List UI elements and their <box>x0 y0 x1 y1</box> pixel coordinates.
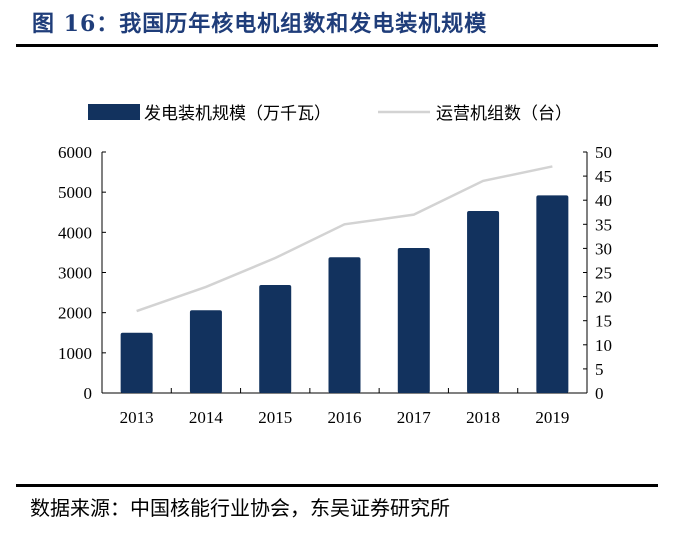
footer-rule <box>16 484 658 487</box>
right-tick-label: 15 <box>595 312 612 331</box>
left-tick-label: 5000 <box>58 183 92 202</box>
figure-title: 图 16：我国历年核电机组数和发电装机规模 <box>32 11 488 37</box>
bar-2019 <box>536 195 569 393</box>
bar-2014 <box>189 310 222 393</box>
right-tick-label: 45 <box>595 167 612 186</box>
right-tick-label: 30 <box>595 239 612 258</box>
bar-2015 <box>259 284 292 393</box>
right-tick-label: 25 <box>595 264 612 283</box>
x-tick-label: 2013 <box>120 408 154 427</box>
left-tick-label: 0 <box>84 384 93 403</box>
left-tick-label: 4000 <box>58 223 92 242</box>
x-tick-label: 2019 <box>535 408 569 427</box>
right-tick-label: 20 <box>595 288 612 307</box>
right-tick-label: 0 <box>595 384 604 403</box>
bar-2013 <box>120 332 153 393</box>
right-tick-label: 50 <box>595 143 612 162</box>
legend-bar-swatch <box>88 104 140 120</box>
chart: 0 1000 2000 3000 4000 5000 6000 0 5 10 15 20 25 30 35 4… <box>58 104 612 427</box>
right-tick-label: 40 <box>595 191 612 210</box>
source-note: 数据来源：中国核能行业协会，东吴证券研究所 <box>30 496 450 520</box>
left-tick-label: 3000 <box>58 264 92 283</box>
x-tick-label: 2015 <box>258 408 292 427</box>
x-tick-label: 2017 <box>397 408 432 427</box>
left-tick-label: 6000 <box>58 143 92 162</box>
x-tick-label: 2016 <box>328 408 362 427</box>
left-tick-label: 2000 <box>58 304 92 323</box>
left-tick-label: 1000 <box>58 344 92 363</box>
x-tick-label: 2018 <box>466 408 500 427</box>
right-tick-label: 35 <box>595 215 612 234</box>
bar-2018 <box>467 211 500 393</box>
bar-2017 <box>397 247 430 393</box>
title-rule <box>16 44 658 47</box>
right-tick-label: 10 <box>595 336 612 355</box>
legend-line-label: 运营机组数（台） <box>436 104 572 123</box>
bar-2016 <box>328 257 361 393</box>
x-tick-label: 2014 <box>189 408 224 427</box>
right-tick-label: 5 <box>595 360 604 379</box>
legend-bar-label: 发电装机规模（万千瓦） <box>144 104 331 123</box>
